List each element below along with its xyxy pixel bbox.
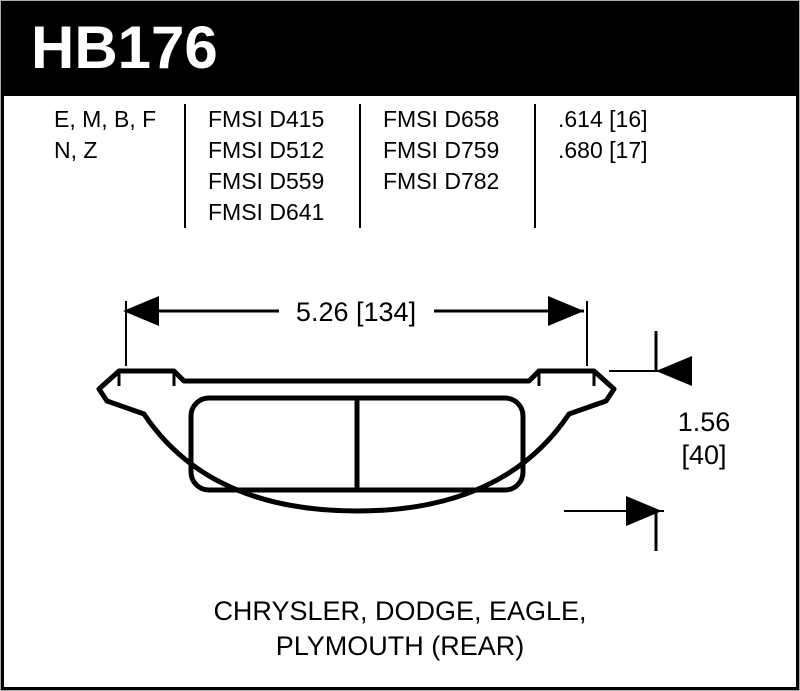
fmsi-column-2: FMSI D658 FMSI D759 FMSI D782 bbox=[359, 104, 534, 228]
part-number: HB176 bbox=[31, 13, 218, 82]
compound-line: N, Z bbox=[54, 135, 162, 166]
compound-codes: E, M, B, F N, Z bbox=[4, 104, 184, 228]
thickness-value: .680 [17] bbox=[558, 135, 774, 166]
height-dimension: 1.56 [40] bbox=[564, 331, 730, 551]
thickness-value: .614 [16] bbox=[558, 104, 774, 135]
application-line: PLYMOUTH (REAR) bbox=[4, 629, 796, 664]
height-label-in: 1.56 bbox=[678, 407, 731, 437]
application-line: CHRYSLER, DODGE, EAGLE, bbox=[4, 594, 796, 629]
fmsi-code: FMSI D641 bbox=[208, 197, 337, 228]
fmsi-column-1: FMSI D415 FMSI D512 FMSI D559 FMSI D641 bbox=[184, 104, 359, 228]
thickness-column: .614 [16] .680 [17] bbox=[534, 104, 796, 228]
fmsi-code: FMSI D415 bbox=[208, 104, 337, 135]
brake-pad-diagram: 5.26 [134] bbox=[4, 246, 798, 586]
application-label: CHRYSLER, DODGE, EAGLE, PLYMOUTH (REAR) bbox=[4, 586, 796, 676]
compound-line: E, M, B, F bbox=[54, 104, 162, 135]
content-area: E, M, B, F N, Z FMSI D415 FMSI D512 FMSI… bbox=[1, 93, 799, 690]
fmsi-code: FMSI D782 bbox=[383, 166, 512, 197]
brake-pad-outline bbox=[99, 371, 614, 511]
fmsi-code: FMSI D559 bbox=[208, 166, 337, 197]
header-bar: HB176 bbox=[1, 1, 799, 93]
spec-columns: E, M, B, F N, Z FMSI D415 FMSI D512 FMSI… bbox=[4, 96, 796, 246]
width-label: 5.26 [134] bbox=[296, 297, 416, 327]
height-label-mm: [40] bbox=[681, 440, 726, 470]
fmsi-code: FMSI D759 bbox=[383, 135, 512, 166]
width-dimension: 5.26 [134] bbox=[126, 297, 587, 366]
spec-card: HB176 E, M, B, F N, Z FMSI D415 FMSI D51… bbox=[0, 0, 800, 691]
fmsi-code: FMSI D658 bbox=[383, 104, 512, 135]
diagram-area: 5.26 [134] bbox=[4, 246, 796, 586]
fmsi-code: FMSI D512 bbox=[208, 135, 337, 166]
